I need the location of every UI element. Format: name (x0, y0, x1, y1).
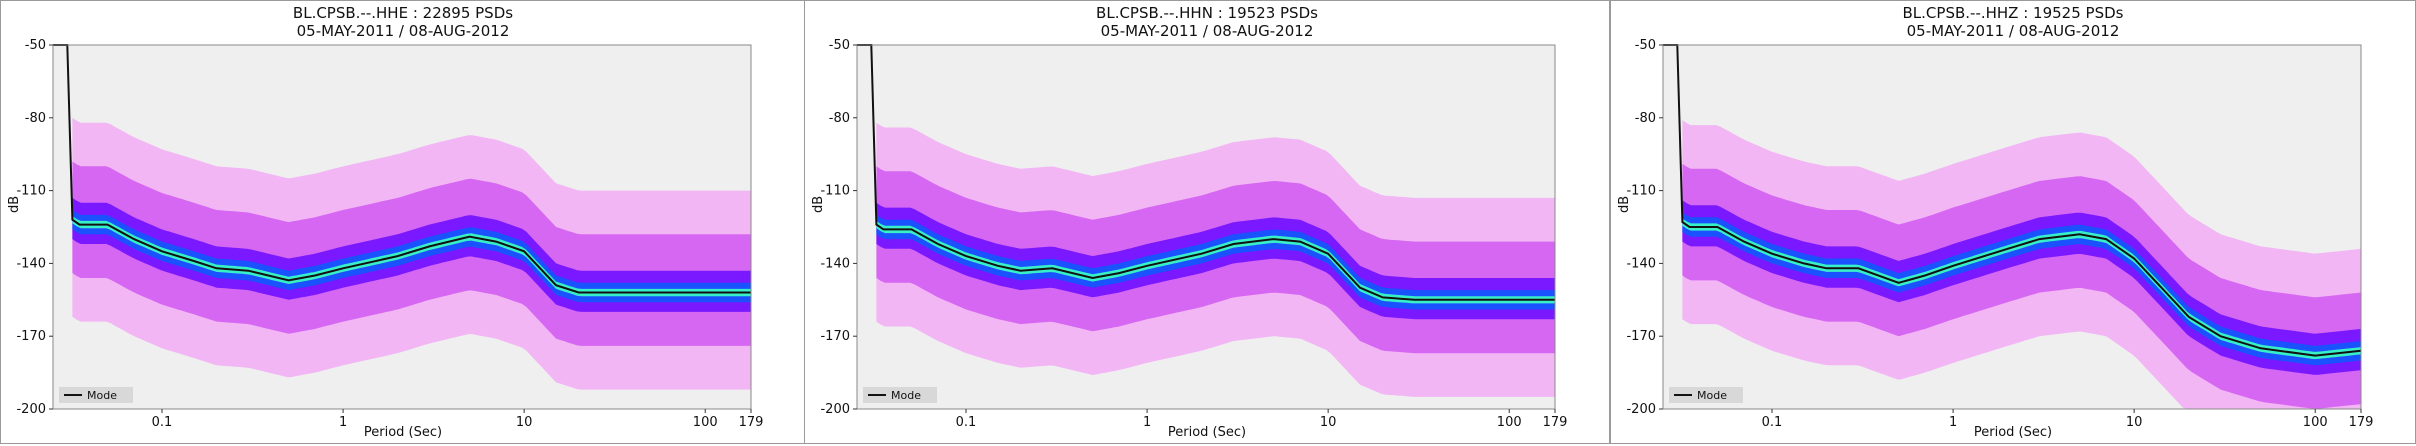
legend-box (863, 387, 937, 403)
x-tick-label: 0.1 (1762, 415, 1783, 430)
pdf-band-top (1682, 218, 2361, 360)
y-tick-label: -170 (820, 329, 850, 344)
y-tick-label: -50 (25, 38, 46, 53)
panel-hhe: BL.CPSB.--.HHE : 22895 PSDs 05-MAY-2011 … (0, 0, 806, 444)
plot-frame (1662, 44, 2362, 410)
legend: Mode (863, 387, 937, 403)
panel-title: BL.CPSB.--.HHZ : 19525 PSDs 05-MAY-2011 … (1611, 4, 2415, 40)
y-tick-label: -110 (16, 184, 46, 199)
x-tick-label: 179 (739, 415, 764, 430)
x-tick-label: 100 (2303, 415, 2328, 430)
x-tick-label: 1 (339, 415, 347, 430)
x-axis-label: Period (Sec) (1167, 425, 1247, 440)
x-tick-label: 179 (1543, 415, 1568, 430)
panel-hhz: BL.CPSB.--.HHZ : 19525 PSDs 05-MAY-2011 … (1610, 0, 2416, 444)
panel-title: BL.CPSB.--.HHN : 19523 PSDs 05-MAY-2011 … (805, 4, 1609, 40)
y-tick-label: -200 (1626, 402, 1656, 417)
x-tick-label: 10 (516, 415, 533, 430)
x-tick-label: 10 (2126, 415, 2143, 430)
chart-title: BL.CPSB.--.HHE : 22895 PSDs (292, 4, 514, 22)
x-axis-label: Period (Sec) (363, 425, 443, 440)
psd-plot: -50 -80 -110 -140 -170 -200 0.1 1 10 100 179 Mode (1626, 38, 2374, 430)
y-tick-label: -80 (1635, 111, 1656, 126)
pdf-band-high (1682, 200, 2361, 375)
plot-frame (856, 44, 1556, 410)
y-tick-label: -200 (16, 402, 46, 417)
chart-subtitle: 05-MAY-2011 / 08-AUG-2012 (1100, 22, 1314, 40)
psd-plot: -50 -80 -110 -140 -170 -200 0.1 1 10 100 179 Mode (16, 38, 764, 430)
plot-frame (52, 44, 752, 410)
pdf-band-peak (72, 210, 751, 303)
x-tick-label: 0.1 (152, 415, 173, 430)
pdf-band-peak (1682, 212, 2361, 366)
x-tick-label: 10 (1320, 415, 1337, 430)
pdf-density (1682, 120, 2361, 409)
mode-line (857, 44, 1555, 301)
x-tick-label: 100 (1497, 415, 1522, 430)
chart-title: BL.CPSB.--.HHN : 19523 PSDs (1096, 4, 1318, 22)
legend: Mode (1669, 387, 1743, 403)
mode-line (53, 44, 751, 294)
y-tick-label: -170 (16, 329, 46, 344)
x-axis-label: Period (Sec) (1973, 425, 2053, 440)
legend-label-mode: Mode (1697, 389, 1727, 402)
panel-title: BL.CPSB.--.HHE : 22895 PSDs 05-MAY-2011 … (1, 4, 805, 40)
legend-label-mode: Mode (891, 389, 921, 402)
y-tick-label: -50 (829, 38, 850, 53)
y-tick-label: -80 (829, 111, 850, 126)
pdf-band-mid (1682, 163, 2361, 409)
y-tick-label: -110 (1626, 184, 1656, 199)
y-tick-label: -140 (16, 256, 46, 271)
y-tick-label: -110 (820, 184, 850, 199)
chart-title: BL.CPSB.--.HHZ : 19525 PSDs (1902, 4, 2124, 22)
legend-box (1669, 387, 1743, 403)
y-tick-label: -140 (1626, 256, 1656, 271)
chart-subtitle: 05-MAY-2011 / 08-AUG-2012 (1906, 22, 2120, 40)
y-tick-label: -50 (1635, 38, 1656, 53)
x-tick-label: 1 (1143, 415, 1151, 430)
pdf-density (876, 122, 1555, 397)
y-tick-label: -80 (25, 111, 46, 126)
x-tick-label: 179 (2349, 415, 2374, 430)
pdf-density (72, 117, 751, 390)
panel-hhn: BL.CPSB.--.HHN : 19523 PSDs 05-MAY-2011 … (804, 0, 1610, 444)
y-tick-label: -170 (1626, 329, 1656, 344)
legend-box (59, 387, 133, 403)
x-tick-label: 0.1 (956, 415, 977, 430)
mode-line (1663, 44, 2362, 357)
x-tick-label: 1 (1949, 415, 1957, 430)
y-tick-label: -200 (820, 402, 850, 417)
x-tick-label: 100 (693, 415, 718, 430)
legend: Mode (59, 387, 133, 403)
chart-subtitle: 05-MAY-2011 / 08-AUG-2012 (296, 22, 510, 40)
psd-plot: -50 -80 -110 -140 -170 -200 0.1 1 10 100 179 Mode (820, 38, 1568, 430)
legend-label-mode: Mode (87, 389, 117, 402)
y-tick-label: -140 (820, 256, 850, 271)
